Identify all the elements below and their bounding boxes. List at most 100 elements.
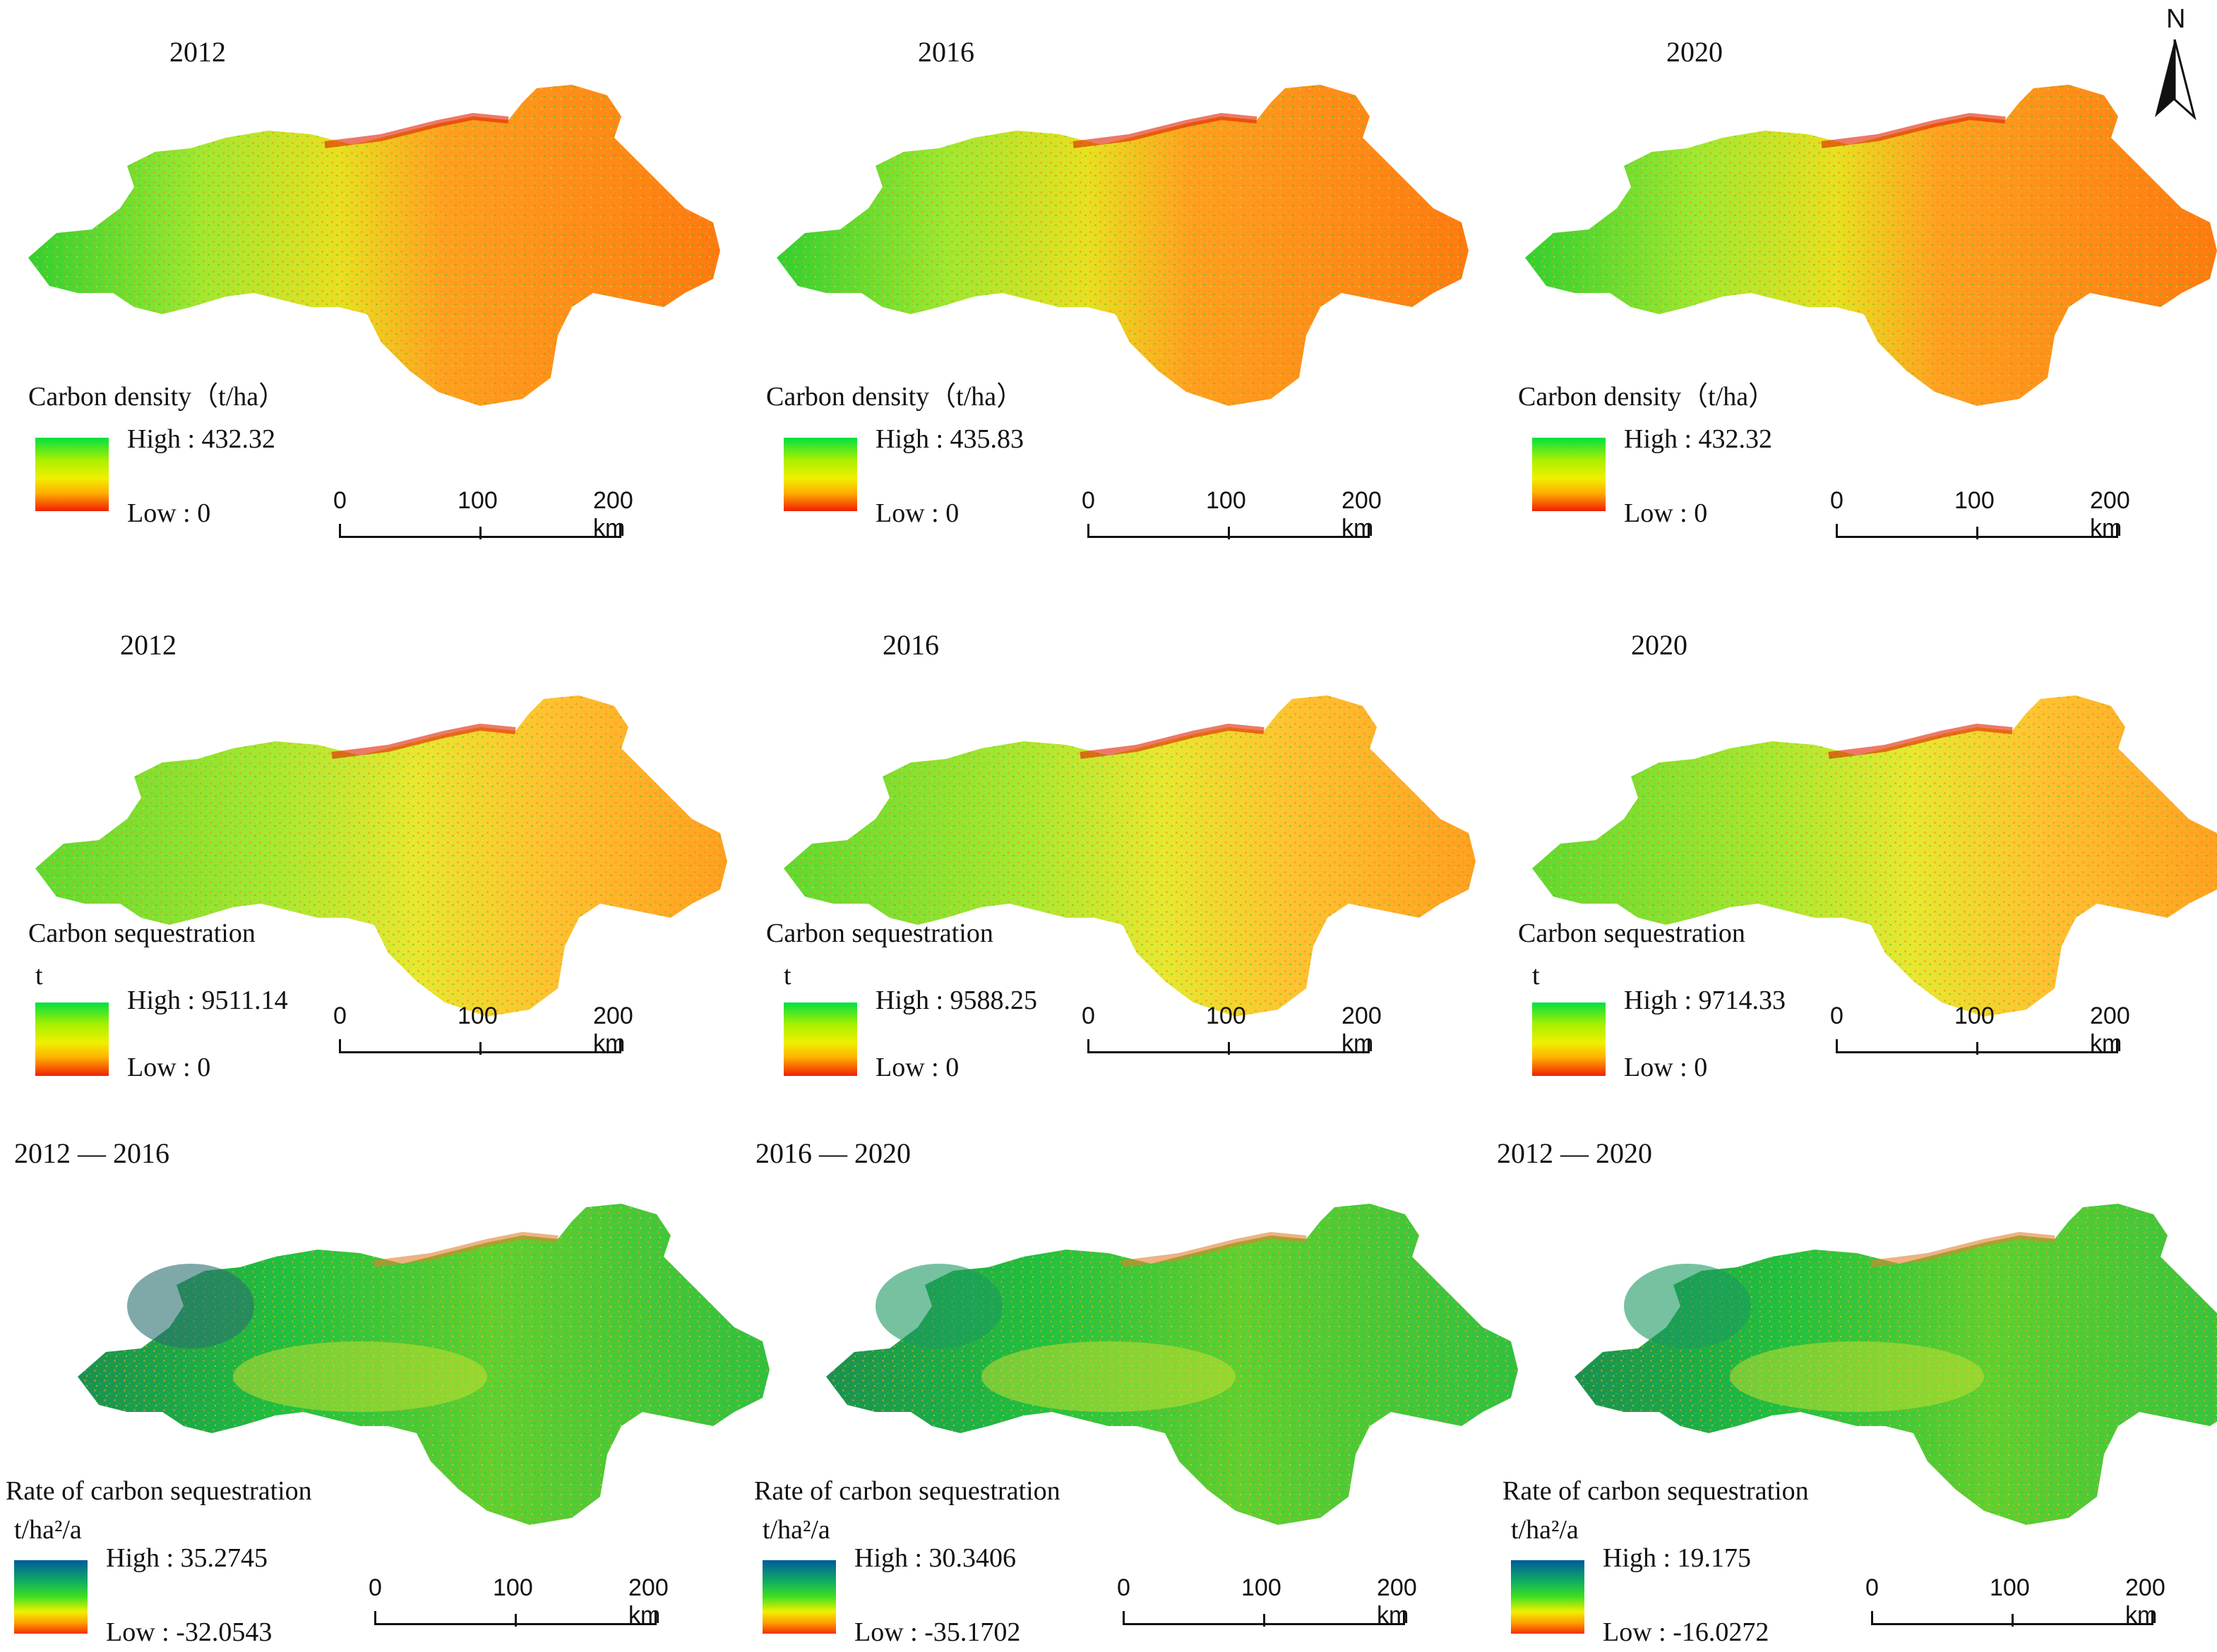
- map-high-zone: [1624, 1264, 1751, 1348]
- map-edge-highlight: [374, 1231, 558, 1267]
- map-high-zone: [127, 1264, 254, 1348]
- scale-label-0: 0: [1117, 1574, 1130, 1601]
- map-region-texture: [1532, 695, 2217, 1017]
- legend-low-value: Low : 0: [1624, 1053, 1708, 1082]
- legend-title: Rate of carbon sequestration: [6, 1476, 312, 1506]
- region-map: [78, 1204, 770, 1525]
- scale-label-0: 0: [1830, 1002, 1843, 1029]
- region-map: [1574, 1204, 2217, 1525]
- legend-high-value: High : 432.32: [1624, 424, 1773, 454]
- scale-label-0: 0: [1082, 487, 1095, 514]
- map-edge-highlight: [331, 723, 516, 759]
- legend-low-value: Low : -32.0543: [106, 1617, 273, 1647]
- legend-unit: t/ha²/a: [14, 1515, 82, 1545]
- legend-color-ramp: [1511, 1560, 1584, 1634]
- map-edge-highlight: [1821, 112, 2006, 148]
- scale-label-100: 100: [1206, 487, 1246, 514]
- map-low-zone: [1730, 1341, 1984, 1412]
- map-region-texture: [784, 695, 1476, 1017]
- scale-label-100: 100: [1990, 1574, 2030, 1601]
- scale-bar-tick: [479, 527, 482, 539]
- legend-high-value: High : 35.2745: [106, 1543, 268, 1573]
- scale-label-100: 100: [458, 487, 498, 514]
- scale-bar-tick: [1263, 1614, 1265, 1627]
- legend-unit: t/ha²/a: [1511, 1515, 1579, 1545]
- legend-color-ramp: [784, 1002, 857, 1076]
- map-panel-2-3: 2020 Carbon sequestration t High : 9714.33 L…: [1497, 621, 2217, 1144]
- legend-low-value: Low : -16.0272: [1603, 1617, 1769, 1647]
- legend-title: Carbon density（t/ha）: [1518, 382, 1776, 412]
- region-map: [777, 85, 1469, 406]
- legend-high-value: High : 9714.33: [1624, 986, 1786, 1015]
- scale-bar: 0 100 200 km: [1830, 1002, 2132, 1059]
- map-edge-highlight: [324, 112, 509, 148]
- map-edge-highlight: [1072, 112, 1257, 148]
- scale-label-0: 0: [333, 1002, 347, 1029]
- map-edge-highlight: [1828, 723, 2013, 759]
- legend-color-ramp: [1532, 1002, 1606, 1076]
- scale-label-200: 200 km: [593, 1002, 633, 1057]
- panel-title: 2012: [169, 36, 226, 68]
- legend-title: Carbon density（t/ha）: [28, 382, 286, 412]
- scale-bar-tick: [2012, 1614, 2014, 1627]
- scale-label-0: 0: [1865, 1574, 1879, 1601]
- scale-bar: 0 100 200 km: [333, 487, 635, 544]
- panel-title: 2020: [1666, 36, 1723, 68]
- legend-low-value: Low : 0: [1624, 498, 1708, 528]
- north-label: N: [2166, 4, 2186, 34]
- region-map: [28, 85, 720, 406]
- map-low-zone: [981, 1341, 1236, 1412]
- panel-title: 2012 — 2016: [14, 1137, 169, 1169]
- region-map: [35, 695, 727, 1017]
- legend-unit: t: [35, 961, 43, 990]
- scale-bar: 0 100 200 km: [1830, 487, 2132, 544]
- scale-label-100: 100: [493, 1574, 533, 1601]
- legend-title: Carbon sequestration: [28, 918, 256, 948]
- scale-bar-tick: [1228, 1042, 1230, 1055]
- scale-label-0: 0: [1082, 1002, 1095, 1029]
- scale-bar: 0 100 200 km: [369, 1574, 671, 1631]
- legend-color-ramp: [35, 438, 109, 511]
- map-panel-3-3: 2012 — 2020 Rate of carbon sequestration t…: [1497, 1130, 2217, 1652]
- scale-bar: 0 100 200 km: [1865, 1574, 2168, 1631]
- scale-bar-tick: [479, 1042, 482, 1055]
- map-panel-2-2: 2016 Carbon sequestration t High : 9588.25 L…: [748, 621, 1483, 1144]
- legend-high-value: High : 30.3406: [854, 1543, 1017, 1573]
- legend-high-value: High : 19.175: [1603, 1543, 1752, 1573]
- panel-title: 2012 — 2020: [1497, 1137, 1652, 1169]
- scale-bar: 0 100 200 km: [333, 1002, 635, 1059]
- legend-color-ramp: [763, 1560, 836, 1634]
- scale-bar-tick: [1976, 527, 1978, 539]
- map-panel-3-2: 2016 — 2020 Rate of carbon sequestration t…: [748, 1130, 1518, 1652]
- scale-label-100: 100: [458, 1002, 498, 1029]
- region-map: [1532, 695, 2217, 1017]
- legend-title: Rate of carbon sequestration: [754, 1476, 1060, 1506]
- map-region-texture: [35, 695, 727, 1017]
- scale-bar-tick: [1228, 527, 1230, 539]
- scale-bar: 0 100 200 km: [1082, 487, 1384, 544]
- legend-low-value: Low : -35.1702: [854, 1617, 1021, 1647]
- legend-high-value: High : 435.83: [876, 424, 1024, 454]
- panel-title: 2016: [918, 36, 974, 68]
- scale-label-100: 100: [1954, 1002, 1995, 1029]
- panel-title: 2016: [883, 629, 939, 661]
- map-panel-2-1: 2012 Carbon sequestration t High : 9511.14 L…: [0, 621, 734, 1144]
- region-map: [826, 1204, 1518, 1525]
- legend-title: Carbon sequestration: [766, 918, 993, 948]
- scale-bar-tick: [1976, 1042, 1978, 1055]
- legend-color-ramp: [35, 1002, 109, 1076]
- legend-low-value: Low : 0: [876, 1053, 960, 1082]
- north-arrow-icon: [2155, 39, 2197, 121]
- map-low-zone: [233, 1341, 487, 1412]
- region-map: [784, 695, 1476, 1017]
- legend-title: Rate of carbon sequestration: [1502, 1476, 1809, 1506]
- legend-unit: t: [784, 961, 791, 990]
- map-edge-highlight: [1870, 1231, 2055, 1267]
- scale-label-0: 0: [369, 1574, 382, 1601]
- legend-title: Carbon sequestration: [1518, 918, 1745, 948]
- legend-unit: t/ha²/a: [763, 1515, 830, 1545]
- north-arrow: N: [2146, 4, 2203, 124]
- scale-label-0: 0: [333, 487, 347, 514]
- legend-title: Carbon density（t/ha）: [766, 382, 1024, 412]
- legend-low-value: Low : 0: [876, 498, 960, 528]
